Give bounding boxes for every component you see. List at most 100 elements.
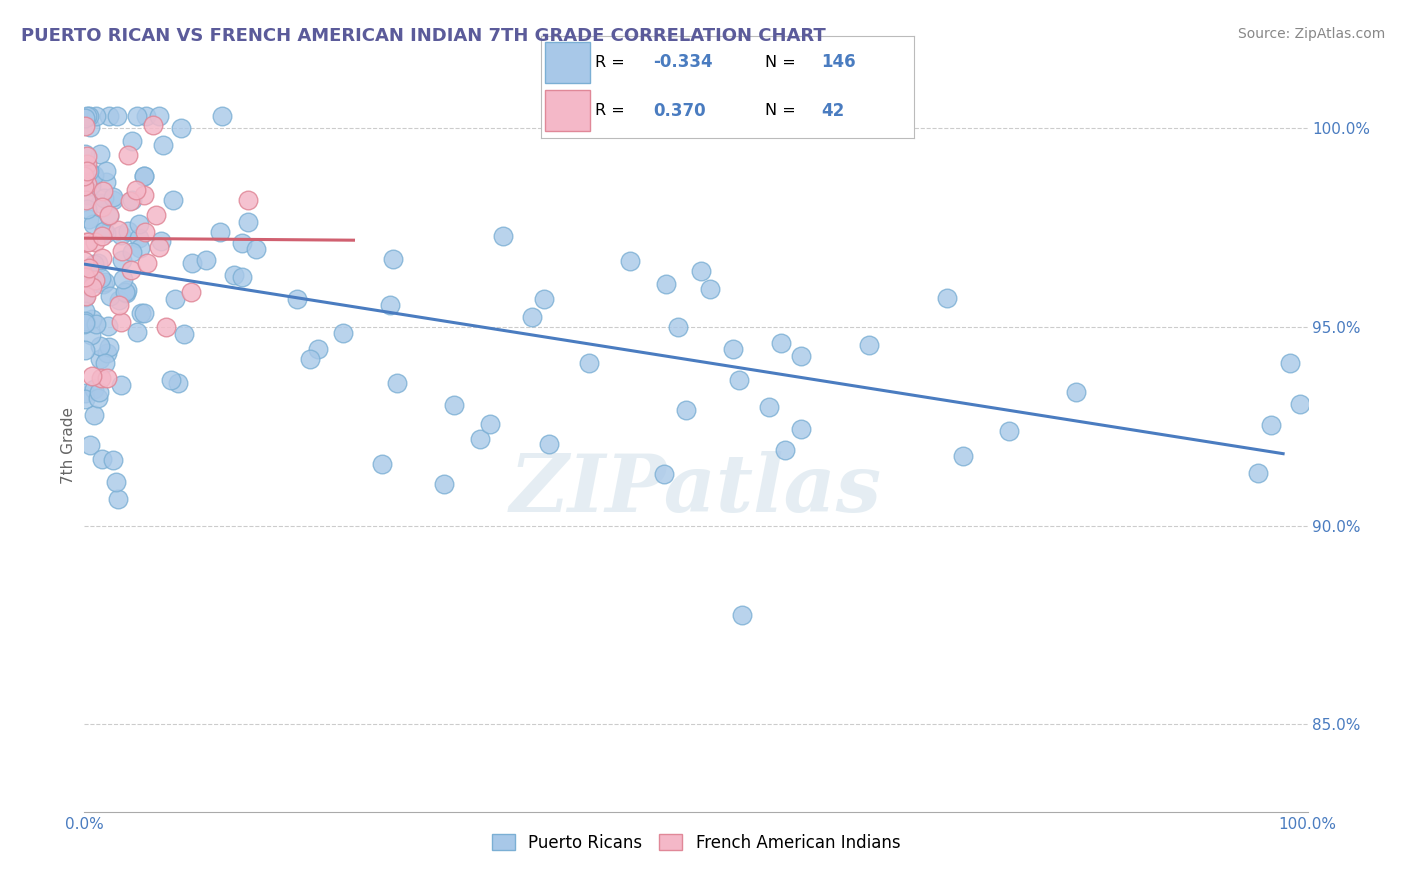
Point: [520, 310, 543, 325]
Point: [131, 306, 153, 320]
Point: [80, 178, 103, 193]
Point: [73, 392, 96, 407]
Point: [96, 345, 118, 359]
FancyBboxPatch shape: [546, 90, 589, 131]
Point: [77, 261, 100, 276]
Point: [73, 385, 96, 400]
Point: [1247, 466, 1270, 480]
Point: [124, 183, 146, 197]
Point: [211, 109, 233, 123]
Point: [117, 283, 139, 297]
Point: [468, 432, 491, 446]
Point: [94, 227, 117, 241]
Point: [148, 240, 170, 254]
Point: [128, 231, 150, 245]
Point: [121, 245, 143, 260]
Point: [82, 168, 104, 182]
Point: [371, 457, 394, 471]
Point: [82, 368, 104, 383]
Point: [75, 119, 97, 133]
Point: [770, 336, 793, 351]
Point: [83, 408, 105, 422]
Point: [77, 212, 100, 227]
Point: [76, 202, 98, 216]
Point: [142, 118, 165, 132]
Point: [104, 475, 127, 489]
Point: [73, 316, 96, 330]
Point: [655, 277, 678, 292]
Point: [80, 277, 103, 292]
Point: [75, 277, 97, 292]
Point: [73, 178, 96, 193]
Point: [83, 168, 105, 182]
Point: [152, 138, 174, 153]
Point: [380, 298, 402, 312]
Y-axis label: 7th Grade: 7th Grade: [60, 408, 76, 484]
Text: 146: 146: [821, 54, 855, 71]
Point: [73, 304, 96, 318]
Point: [91, 184, 114, 198]
Point: [728, 373, 751, 387]
Point: [76, 177, 98, 191]
Legend: Puerto Ricans, French American Indians: Puerto Ricans, French American Indians: [485, 827, 907, 858]
Point: [89, 147, 111, 161]
Point: [110, 228, 132, 243]
Point: [120, 262, 142, 277]
Text: Source: ZipAtlas.com: Source: ZipAtlas.com: [1237, 27, 1385, 41]
Point: [150, 234, 173, 248]
Text: R =: R =: [595, 54, 626, 70]
Point: [121, 193, 143, 207]
Point: [652, 467, 675, 481]
Point: [97, 319, 120, 334]
Point: [98, 209, 121, 223]
Point: [96, 370, 118, 384]
Point: [952, 449, 974, 463]
Point: [90, 271, 112, 285]
Point: [858, 337, 880, 351]
Point: [91, 277, 114, 291]
Point: [97, 340, 120, 354]
Point: [108, 298, 131, 312]
Point: [76, 149, 98, 163]
Point: [619, 253, 641, 268]
Point: [79, 120, 101, 134]
Point: [76, 109, 98, 123]
Point: [73, 314, 96, 328]
Text: N =: N =: [765, 103, 796, 118]
Point: [132, 305, 155, 319]
Text: ZIPatlas: ZIPatlas: [510, 451, 882, 529]
Point: [162, 193, 184, 207]
Point: [238, 193, 260, 207]
Point: [128, 217, 150, 231]
Point: [79, 438, 101, 452]
Point: [110, 378, 132, 392]
Point: [105, 109, 128, 123]
Point: [90, 371, 112, 385]
Point: [132, 169, 155, 183]
Point: [478, 417, 501, 432]
Point: [245, 242, 267, 256]
Point: [208, 225, 231, 239]
Point: [699, 282, 721, 296]
Point: [76, 156, 98, 170]
Point: [136, 255, 159, 269]
Point: [114, 286, 136, 301]
Point: [91, 200, 114, 214]
Point: [160, 374, 183, 388]
Point: [80, 279, 103, 293]
Point: [75, 289, 97, 303]
Point: [112, 272, 135, 286]
Point: [91, 452, 114, 467]
Point: [101, 190, 124, 204]
Point: [77, 109, 100, 123]
Point: [180, 285, 202, 299]
Text: 42: 42: [821, 102, 844, 120]
Point: [382, 252, 405, 267]
Point: [1064, 384, 1087, 399]
Point: [165, 293, 187, 307]
Point: [107, 223, 129, 237]
Point: [118, 194, 141, 208]
Point: [127, 109, 149, 123]
Point: [385, 376, 408, 390]
Point: [114, 285, 136, 300]
